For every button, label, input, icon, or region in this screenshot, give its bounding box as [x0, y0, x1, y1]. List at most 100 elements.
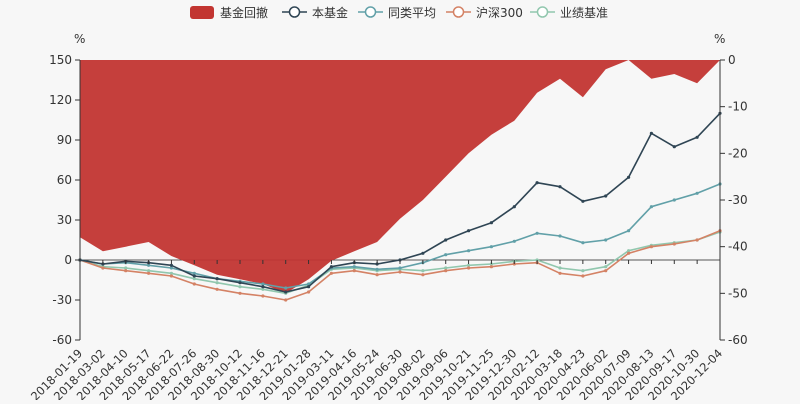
- data-point: [467, 263, 471, 267]
- data-point: [284, 298, 288, 302]
- legend-item[interactable]: 业绩基准: [530, 6, 608, 20]
- legend-label: 基金回撤: [220, 5, 268, 20]
- tick-labels: 1501209060300-30-600-10-20-30-40-50-6020…: [28, 53, 748, 403]
- data-point: [329, 271, 333, 275]
- data-point: [261, 282, 265, 286]
- right-axis-unit: %: [714, 32, 725, 46]
- data-point: [169, 271, 173, 275]
- data-point: [421, 251, 425, 255]
- data-point: [444, 269, 448, 273]
- legend-item[interactable]: 本基金: [282, 5, 348, 20]
- axes: [75, 59, 725, 341]
- data-point: [695, 238, 699, 242]
- data-point: [215, 281, 219, 285]
- legend-label: 同类平均: [388, 6, 436, 20]
- data-point: [398, 266, 402, 270]
- data-point: [284, 290, 288, 294]
- data-point: [695, 135, 699, 139]
- data-point: [535, 231, 539, 235]
- right-tick-label: -30: [728, 193, 748, 207]
- data-point: [398, 270, 402, 274]
- drawdown-area-path: [80, 60, 720, 294]
- data-point: [307, 282, 311, 286]
- data-point: [672, 242, 676, 246]
- data-point: [512, 239, 516, 243]
- data-point: [147, 271, 151, 275]
- data-point: [261, 287, 265, 291]
- data-point: [535, 181, 539, 185]
- data-point: [352, 265, 356, 269]
- data-point: [352, 269, 356, 273]
- legend-label: 本基金: [312, 5, 348, 20]
- legend-label: 业绩基准: [560, 6, 608, 20]
- data-point: [604, 269, 608, 273]
- data-point: [581, 269, 585, 273]
- axis-units: %%: [74, 32, 725, 46]
- data-point: [649, 131, 654, 135]
- data-point: [147, 263, 151, 267]
- data-point: [307, 290, 311, 294]
- left-tick-label: 60: [57, 173, 72, 187]
- data-point: [604, 265, 608, 269]
- data-point: [558, 234, 562, 238]
- left-axis-unit: %: [74, 32, 85, 46]
- left-tick-label: 150: [49, 53, 72, 67]
- data-point: [444, 238, 448, 242]
- data-point: [215, 277, 219, 281]
- data-point: [558, 185, 562, 189]
- left-tick-label: 120: [49, 93, 72, 107]
- data-point: [421, 269, 425, 273]
- data-point: [238, 281, 242, 285]
- data-point: [169, 274, 173, 278]
- data-point: [192, 277, 196, 281]
- data-point: [169, 266, 173, 270]
- data-point: [627, 175, 631, 179]
- left-tick-label: 30: [57, 213, 72, 227]
- data-point: [169, 263, 173, 267]
- data-point: [238, 291, 242, 295]
- right-tick-label: -10: [728, 100, 748, 114]
- data-point: [192, 282, 196, 286]
- data-point: [192, 271, 196, 275]
- data-point: [101, 266, 105, 270]
- legend-item[interactable]: 沪深300: [446, 6, 523, 20]
- legend-item[interactable]: 基金回撤: [190, 5, 268, 20]
- data-point: [489, 221, 493, 225]
- left-tick-label: 90: [57, 133, 72, 147]
- data-point: [558, 266, 562, 270]
- legend-marker: [536, 6, 549, 18]
- data-point: [375, 273, 379, 277]
- data-point: [467, 266, 471, 270]
- data-point: [307, 285, 311, 289]
- right-tick-label: -60: [728, 333, 748, 347]
- data-point: [672, 198, 676, 202]
- data-point: [261, 294, 265, 298]
- data-point: [489, 245, 493, 249]
- legend-marker: [364, 6, 377, 18]
- data-point: [489, 265, 493, 269]
- legend-marker: [452, 6, 465, 18]
- data-point: [238, 285, 242, 289]
- data-point: [215, 287, 219, 291]
- data-point: [467, 249, 471, 253]
- left-tick-label: -30: [52, 293, 72, 307]
- legend-marker: [288, 6, 301, 18]
- left-tick-label: -60: [52, 333, 72, 347]
- data-point: [512, 205, 516, 209]
- drawdown-area: [80, 60, 720, 294]
- data-point: [627, 249, 631, 253]
- right-tick-label: -20: [728, 146, 748, 160]
- right-tick-label: 0: [728, 53, 736, 67]
- data-point: [147, 269, 151, 273]
- right-tick-label: -50: [728, 286, 748, 300]
- data-point: [192, 274, 196, 278]
- data-point: [627, 229, 631, 233]
- legend-swatch: [190, 6, 214, 19]
- legend-item[interactable]: 同类平均: [358, 6, 436, 20]
- legend[interactable]: 基金回撤 本基金 同类平均 沪深300 业绩基准: [190, 5, 608, 20]
- data-point: [467, 229, 471, 233]
- data-point: [124, 266, 128, 270]
- data-point: [581, 241, 585, 245]
